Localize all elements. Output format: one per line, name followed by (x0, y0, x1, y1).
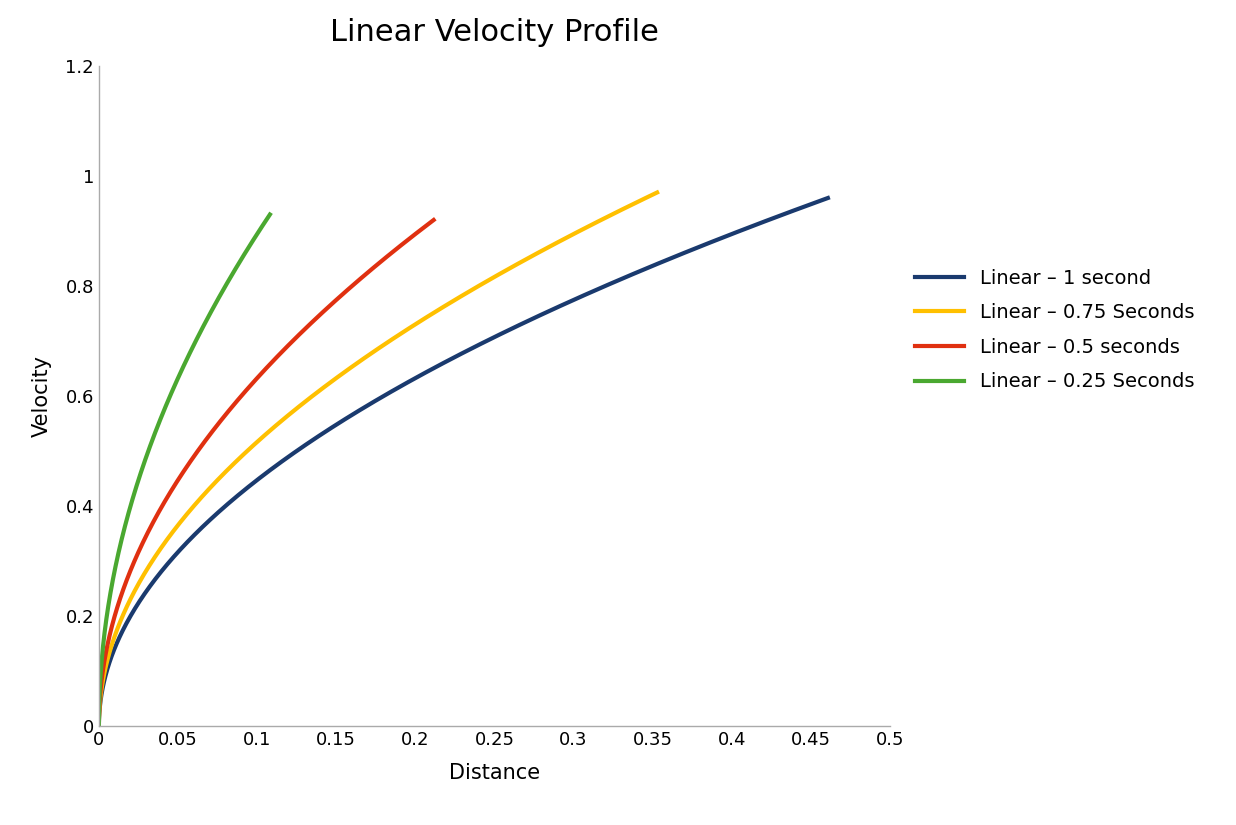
Linear – 0.75 Seconds (220, 464, 235, 474)
Linear – 0.75 Seconds (218, 468, 232, 478)
Linear – 0.25 Seconds (152, 417, 167, 427)
Linear – 0.5 seconds (410, 227, 425, 237)
Linear – 0.25 Seconds (130, 478, 145, 488)
Linear – 0.25 Seconds (255, 222, 269, 232)
Linear – 0.5 seconds (91, 721, 106, 731)
Linear – 0.5 seconds (169, 478, 184, 488)
Linear – 0.25 Seconds (262, 210, 277, 219)
Linear – 1 second (305, 436, 320, 446)
Linear – 1 second (786, 205, 801, 215)
Linear – 0.25 Seconds (131, 475, 146, 485)
Linear – 1 second (581, 288, 596, 298)
Legend: Linear – 1 second, Linear – 0.75 Seconds, Linear – 0.5 seconds, Linear – 0.25 Se: Linear – 1 second, Linear – 0.75 Seconds… (916, 269, 1194, 391)
Linear – 0.5 seconds (210, 420, 225, 430)
Linear – 0.25 Seconds (142, 445, 157, 455)
Linear – 1 second (256, 470, 271, 480)
Linear – 1 second (91, 721, 106, 731)
Line: Linear – 0.25 Seconds: Linear – 0.25 Seconds (99, 214, 269, 726)
Line: Linear – 0.5 seconds: Linear – 0.5 seconds (99, 220, 434, 726)
Linear – 0.75 Seconds (91, 721, 106, 731)
Linear – 0.5 seconds (426, 215, 441, 225)
Line: Linear – 0.75 Seconds: Linear – 0.75 Seconds (99, 192, 658, 726)
Line: Linear – 1 second: Linear – 1 second (99, 198, 828, 726)
Y-axis label: Velocity: Velocity (31, 355, 52, 437)
Linear – 0.25 Seconds (91, 721, 106, 731)
Linear – 0.75 Seconds (623, 200, 638, 210)
Linear – 0.75 Seconds (650, 187, 665, 197)
X-axis label: Distance: Distance (449, 763, 540, 783)
Linear – 1 second (821, 193, 836, 203)
Linear – 0.75 Seconds (255, 432, 269, 442)
Linear – 1 second (260, 467, 274, 477)
Linear – 0.75 Seconds (466, 284, 481, 294)
Linear – 0.75 Seconds (289, 403, 304, 413)
Linear – 0.5 seconds (189, 447, 204, 457)
Linear – 1 second (350, 407, 365, 417)
Linear – 0.5 seconds (167, 481, 182, 491)
Title: Linear Velocity Profile: Linear Velocity Profile (330, 18, 659, 47)
Linear – 0.25 Seconds (206, 302, 221, 312)
Linear – 0.5 seconds (316, 306, 331, 316)
